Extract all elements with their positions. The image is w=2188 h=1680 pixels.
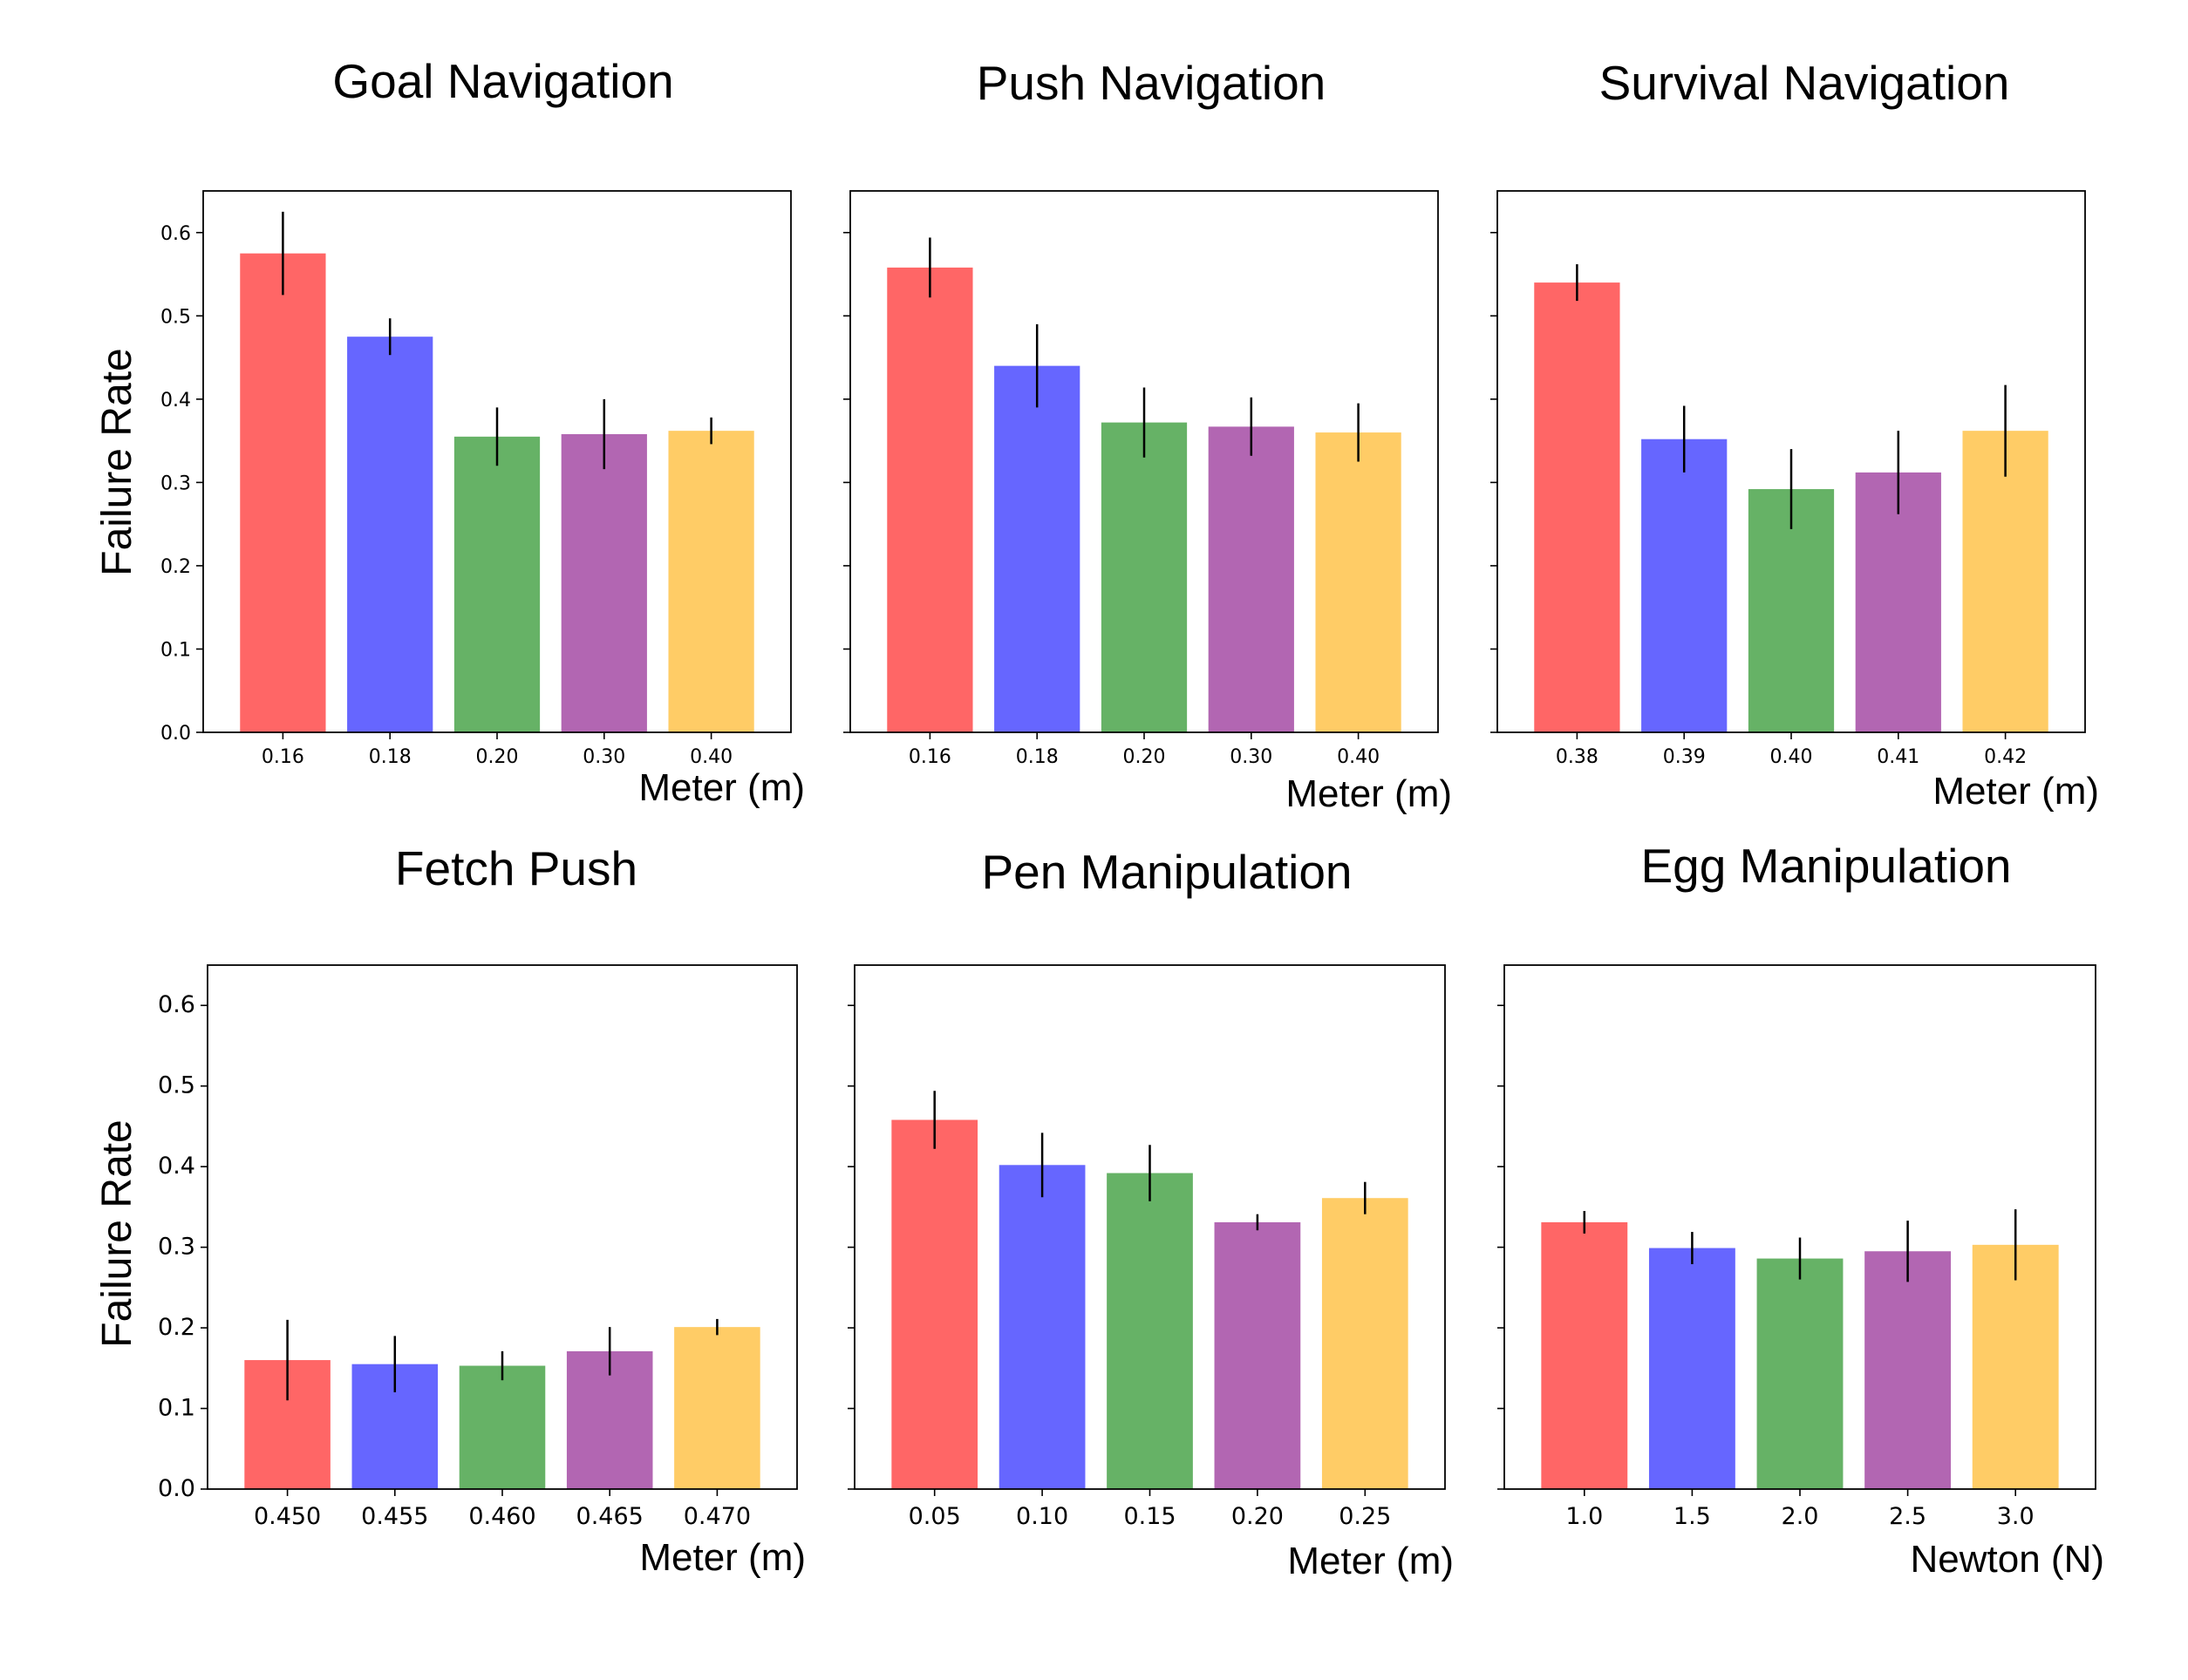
y-tick-label: 0.2 xyxy=(158,1314,195,1341)
x-tick-label: 0.25 xyxy=(1339,1503,1391,1530)
chart-panel-3: Survival Navigation 0.38 0.39 0.40 0.41 0.42M… xyxy=(1490,56,2099,813)
x-tick-label: 0.40 xyxy=(1337,746,1380,768)
bar-0.38 xyxy=(1534,282,1620,733)
x-tick-label: 2.5 xyxy=(1889,1503,1926,1530)
x-axis-label: Newton (N) xyxy=(1911,1538,2105,1581)
plot-frame xyxy=(202,190,792,733)
bar-0.39 xyxy=(1641,439,1728,732)
y-tick-label: 0.5 xyxy=(160,306,191,328)
x-tick-label: 0.16 xyxy=(262,746,304,768)
x-tick-label: 0.16 xyxy=(909,746,951,768)
bar-0.40 xyxy=(668,431,754,732)
bar-0.18 xyxy=(994,365,1080,732)
x-tick-label: 3.0 xyxy=(1997,1503,2035,1530)
y-axis-label: Failure Rate xyxy=(94,348,140,575)
bar-0.41 xyxy=(1855,472,1941,732)
bar-0.42 xyxy=(1962,431,2048,732)
y-tick-label: 0.3 xyxy=(160,473,191,494)
x-axis-label: Meter (m) xyxy=(1932,770,2099,813)
bar-0.18 xyxy=(347,337,433,732)
bar-3.0 xyxy=(1972,1244,2059,1489)
x-tick-label: 0.18 xyxy=(1016,746,1059,768)
x-tick-label: 0.455 xyxy=(361,1503,428,1530)
y-tick-label: 0.0 xyxy=(158,1475,195,1502)
chart-title: Pen Manipulation xyxy=(981,845,1352,899)
x-axis-label: Meter (m) xyxy=(638,766,805,809)
x-tick-label: 0.18 xyxy=(369,746,412,768)
y-tick-label: 0.6 xyxy=(158,991,195,1018)
bar-0.20 xyxy=(1214,1221,1301,1489)
x-tick-label: 0.30 xyxy=(583,746,625,768)
chart-panel-2: Push Navigation 0.16 0.18 0.20 0.30 0.40 Meter… xyxy=(843,56,1452,815)
x-tick-label: 0.20 xyxy=(1123,746,1166,768)
bar-0.30 xyxy=(1208,426,1294,732)
x-tick-label: 0.20 xyxy=(476,746,519,768)
y-tick-label: 0.5 xyxy=(158,1072,195,1099)
x-axis-label: Meter (m) xyxy=(1285,772,1452,815)
bar-0.16 xyxy=(240,253,326,733)
x-tick-label: 0.460 xyxy=(468,1503,535,1530)
x-tick-label: 0.40 xyxy=(690,746,733,768)
x-tick-label: 0.41 xyxy=(1877,746,1919,768)
x-tick-label: 0.30 xyxy=(1230,746,1272,768)
bar-0.40 xyxy=(1748,489,1835,732)
x-tick-label: 0.20 xyxy=(1231,1503,1284,1530)
bar-0.05 xyxy=(891,1119,978,1489)
chart-title: Fetch Push xyxy=(395,841,637,895)
x-tick-label: 0.39 xyxy=(1663,746,1706,768)
bar-1.5 xyxy=(1648,1248,1735,1489)
y-axis-label: Failure Rate xyxy=(94,1119,140,1347)
bar-2.0 xyxy=(1756,1258,1844,1489)
y-tick-label: 0.2 xyxy=(160,556,191,578)
y-tick-label: 0.1 xyxy=(158,1395,195,1422)
x-tick-label: 0.38 xyxy=(1556,746,1598,768)
chart-title: Push Navigation xyxy=(977,56,1326,110)
y-tick-label: 0.4 xyxy=(160,390,191,411)
x-tick-label: 0.470 xyxy=(684,1503,751,1530)
bar-0.10 xyxy=(999,1165,1086,1489)
x-tick-label: 0.40 xyxy=(1770,746,1813,768)
x-tick-label: 0.42 xyxy=(1984,746,2027,768)
plot-frame xyxy=(854,964,1446,1490)
bar-0.40 xyxy=(1315,432,1401,732)
plot-frame xyxy=(1503,964,2096,1490)
chart-panel-6: Egg Manipulation 1.0 1.5 2.0 2.5 3.0 Newton (N… xyxy=(1497,839,2104,1581)
y-tick-label: 0.6 xyxy=(160,223,191,245)
bar-0.460 xyxy=(459,1365,546,1489)
bar-0.30 xyxy=(561,433,647,732)
x-axis-label: Meter (m) xyxy=(1287,1540,1454,1582)
x-tick-label: 0.450 xyxy=(254,1503,321,1530)
x-tick-label: 2.0 xyxy=(1782,1503,1819,1530)
x-axis-label: Meter (m) xyxy=(639,1536,806,1579)
chart-title: Egg Manipulation xyxy=(1640,839,2011,893)
x-tick-label: 0.15 xyxy=(1123,1503,1176,1530)
bar-0.470 xyxy=(674,1327,760,1489)
bar-0.20 xyxy=(1101,422,1188,732)
y-tick-label: 0.1 xyxy=(160,639,191,661)
x-tick-label: 1.5 xyxy=(1673,1503,1711,1530)
chart-title: Survival Navigation xyxy=(1599,56,2010,110)
plot-frame xyxy=(207,964,798,1490)
chart-title: Goal Navigation xyxy=(332,54,673,108)
plot-frame xyxy=(1496,190,2086,733)
bar-0.25 xyxy=(1321,1198,1408,1489)
x-tick-label: 0.465 xyxy=(576,1503,644,1530)
bar-1.0 xyxy=(1541,1221,1628,1489)
bar-0.20 xyxy=(453,436,541,732)
chart-panel-5: Pen Manipulation 0.05 0.10 0.15 0.20 0.25 Mete… xyxy=(848,845,1454,1582)
y-tick-label: 0.0 xyxy=(160,723,191,745)
bar-0.16 xyxy=(887,267,973,732)
bar-2.5 xyxy=(1864,1251,1952,1489)
bar-0.15 xyxy=(1107,1173,1193,1489)
y-tick-label: 0.4 xyxy=(158,1153,195,1180)
x-tick-label: 0.10 xyxy=(1016,1503,1068,1530)
y-tick-label: 0.3 xyxy=(158,1234,195,1261)
x-tick-label: 1.0 xyxy=(1565,1503,1603,1530)
plot-frame xyxy=(849,190,1439,733)
x-tick-label: 0.05 xyxy=(909,1503,961,1530)
chart-panel-4: Fetch Push Failure Rate 0.0 0.1 0.2 0.3 0.4 0.5… xyxy=(94,841,806,1579)
